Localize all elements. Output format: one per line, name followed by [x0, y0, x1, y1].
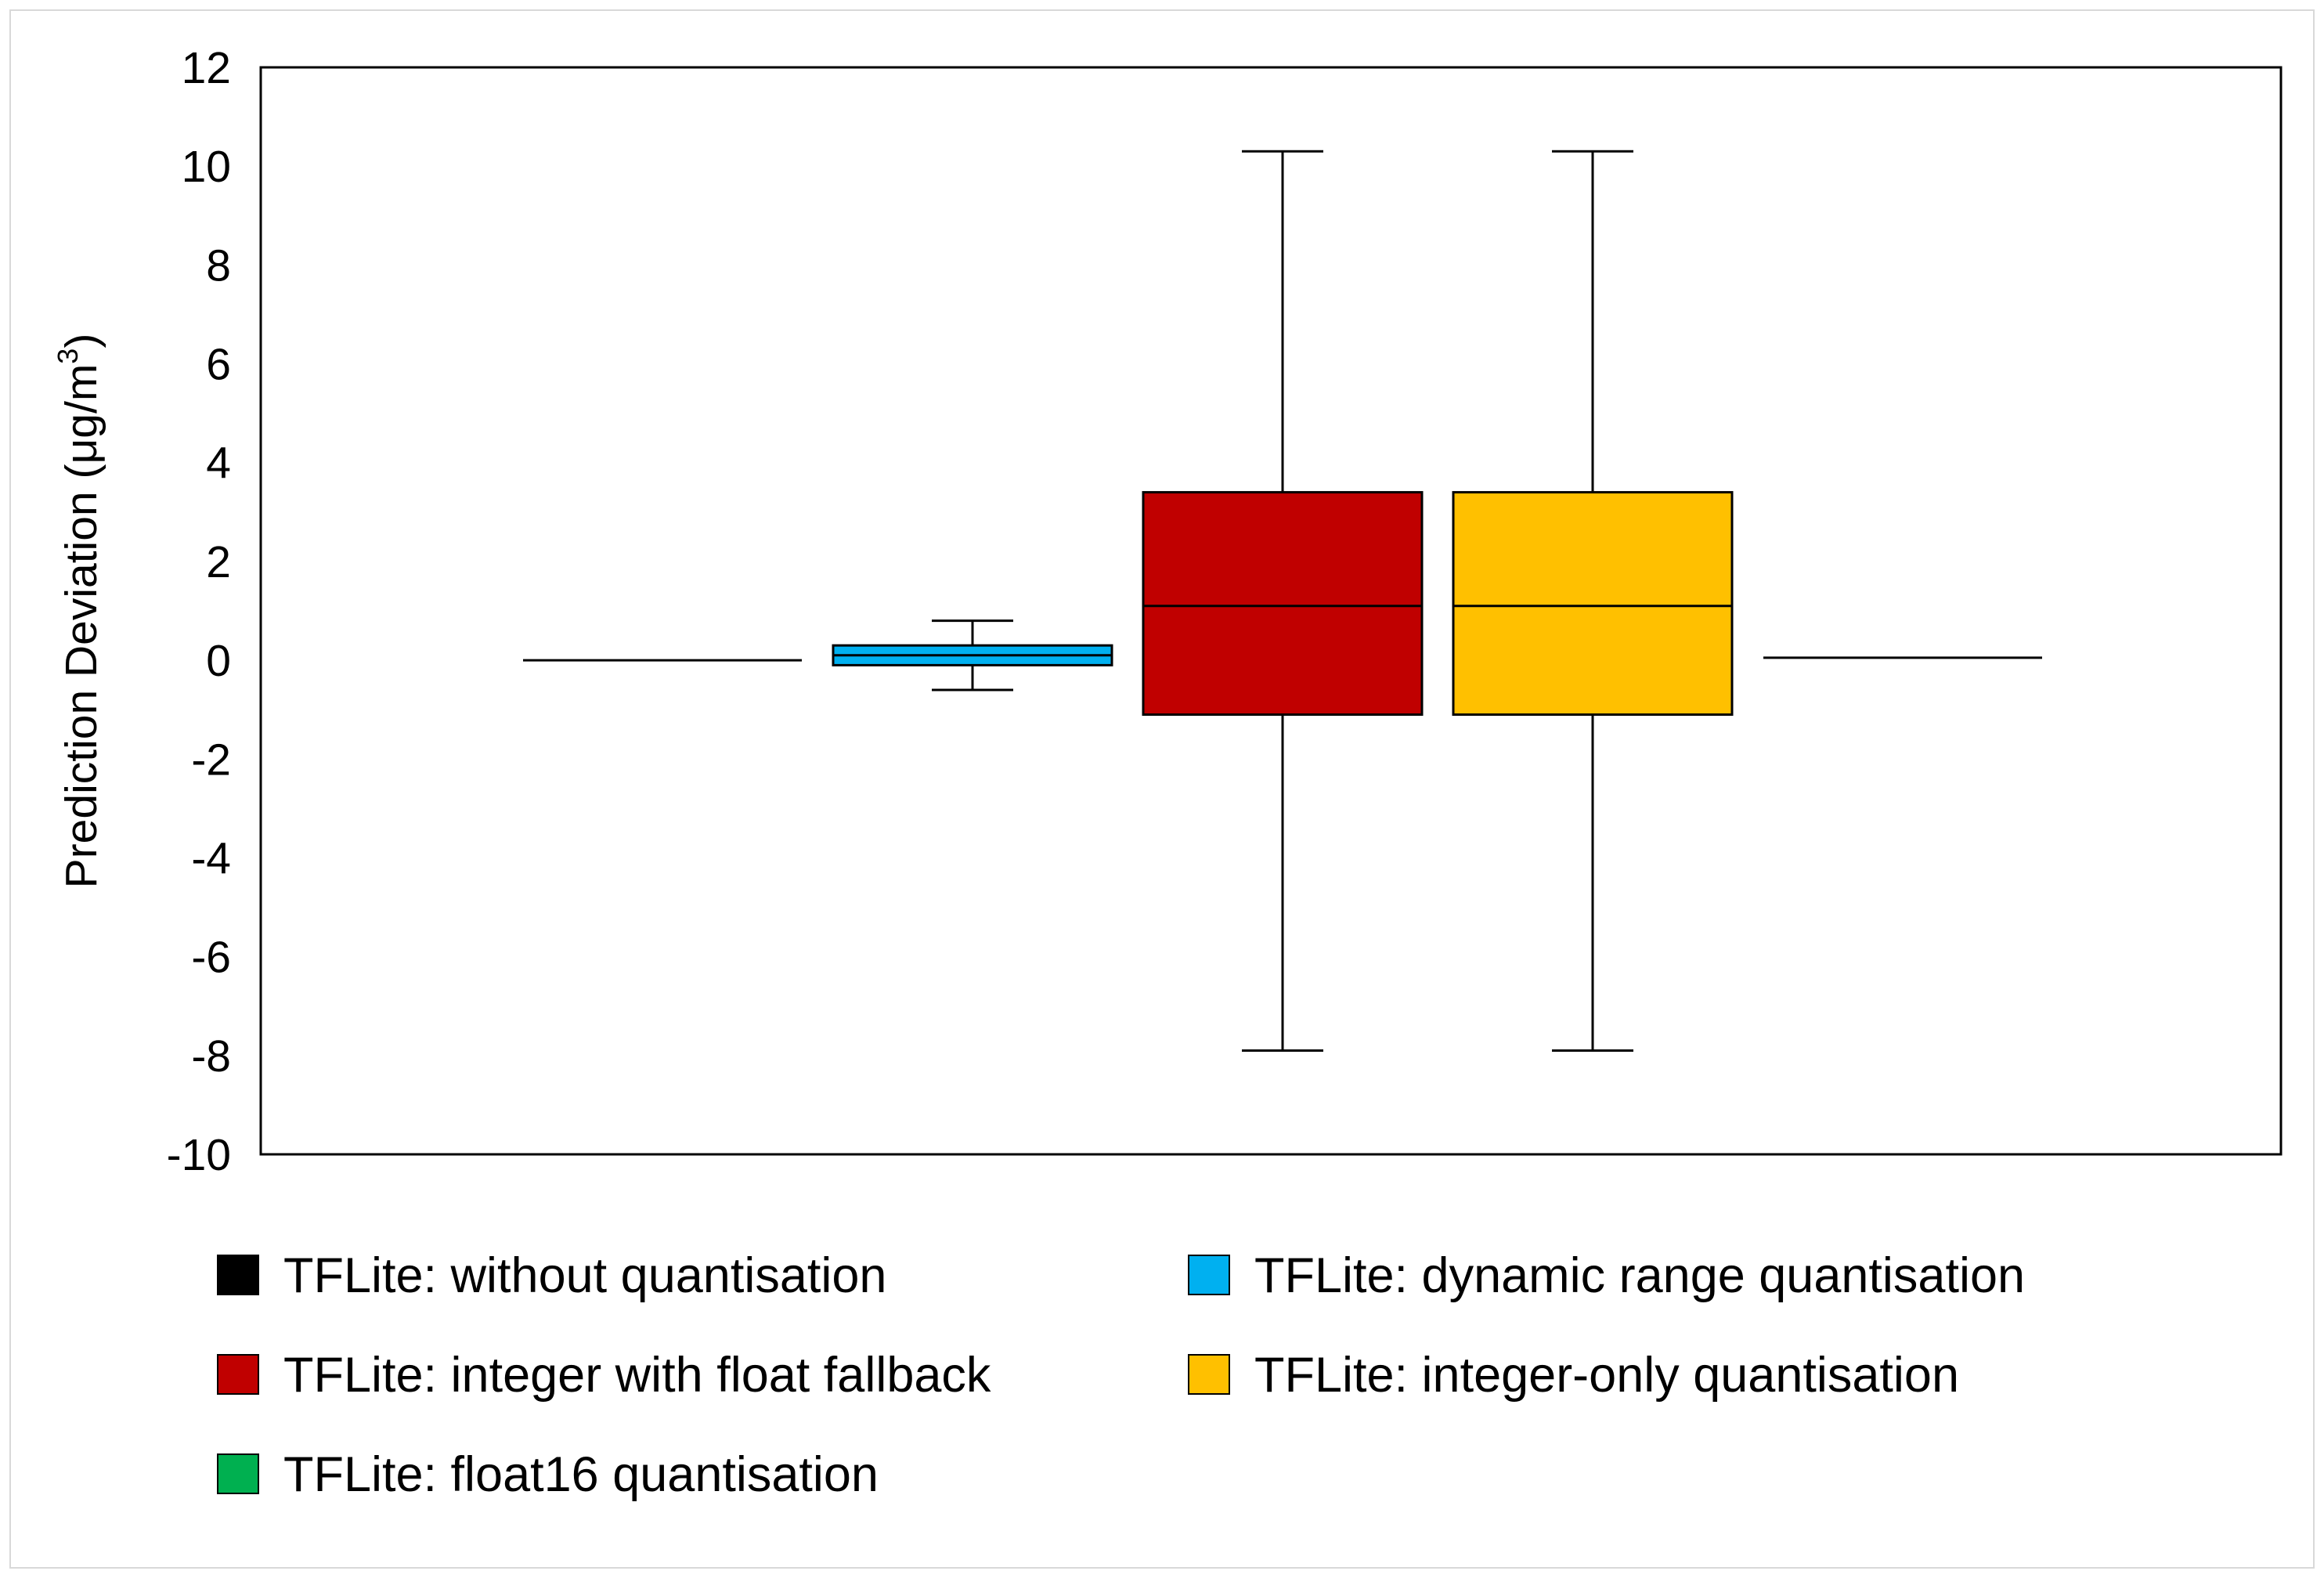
y-tick-label: 6	[206, 340, 231, 390]
box-body	[1142, 491, 1424, 716]
legend-swatch	[217, 1453, 259, 1494]
y-tick-label: 0	[206, 636, 231, 686]
y-tick-label: -8	[191, 1031, 231, 1081]
y-tick-label: 2	[206, 537, 231, 587]
box-3	[1142, 150, 1424, 1053]
legend-item: TFLite: without quantisation	[217, 1248, 886, 1303]
legend-swatch	[1188, 1255, 1230, 1295]
y-tick-label: 4	[206, 439, 231, 489]
legend-label: TFLite: float16 quantisation	[283, 1447, 879, 1502]
y-axis-title-main: Prediction Deviation (μg/m	[56, 364, 106, 889]
y-tick-label: 12	[182, 43, 231, 93]
box-body	[1452, 491, 1734, 716]
y-tick-label: -4	[191, 833, 231, 883]
box-2	[832, 619, 1113, 692]
y-tick-label: -10	[167, 1130, 231, 1180]
y-axis-title: Prediction Deviation (μg/m3)	[52, 334, 106, 889]
legend-label: TFLite: integer with float fallback	[283, 1348, 991, 1403]
legend: TFLite: without quantisation TFLite: dyna…	[217, 1248, 2025, 1502]
y-axis-title-superscript: 3	[52, 348, 84, 364]
legend-swatch	[217, 1255, 259, 1295]
y-tick-label: -6	[191, 933, 231, 983]
y-axis-title-close: )	[56, 334, 106, 348]
legend-swatch	[217, 1354, 259, 1395]
legend-item: TFLite: float16 quantisation	[217, 1447, 879, 1502]
legend-item: TFLite: integer-only quantisation	[1188, 1348, 1959, 1403]
legend-label: TFLite: without quantisation	[283, 1248, 886, 1303]
y-tick-label: 8	[206, 240, 231, 291]
legend-label: TFLite: dynamic range quantisation	[1254, 1248, 2025, 1303]
legend-item: TFLite: integer with float fallback	[217, 1348, 991, 1403]
box-4	[1452, 150, 1734, 1053]
y-tick-label: 10	[182, 142, 231, 192]
boxes	[523, 150, 2042, 1053]
legend-label: TFLite: integer-only quantisation	[1254, 1348, 1959, 1403]
y-axis-ticks: -10 -8 -6 -4 -2 0 2 4 6 8 10 12	[167, 43, 231, 1180]
y-tick-label: -2	[191, 735, 231, 785]
legend-swatch	[1188, 1354, 1230, 1395]
legend-item: TFLite: dynamic range quantisation	[1188, 1248, 2025, 1303]
